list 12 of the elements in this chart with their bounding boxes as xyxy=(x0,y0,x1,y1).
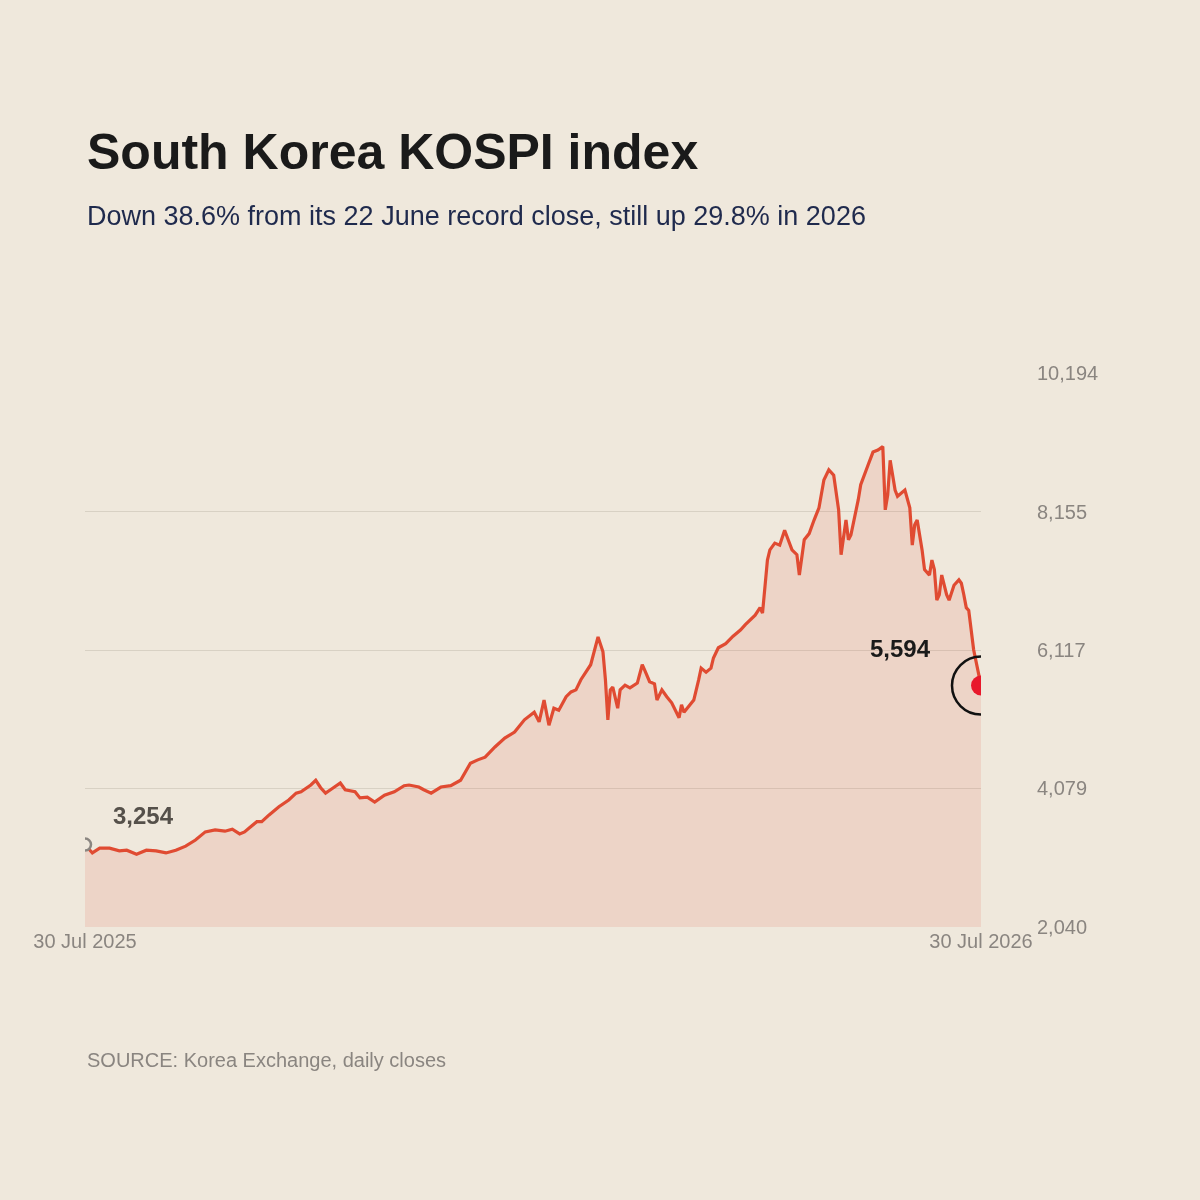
x-tick-label: 30 Jul 2026 xyxy=(929,930,1033,952)
y-tick-label: 6,117 xyxy=(1037,639,1086,661)
source-note: SOURCE: Korea Exchange, daily closes xyxy=(87,1049,447,1071)
y-tick-label: 2,040 xyxy=(1037,916,1088,938)
annotation: 3,254 xyxy=(113,802,174,829)
chart-title: South Korea KOSPI index xyxy=(87,124,699,180)
annotation: 5,594 xyxy=(870,635,931,662)
y-tick-label: 10,194 xyxy=(1037,362,1099,384)
x-tick-label: 30 Jul 2025 xyxy=(33,930,137,952)
y-tick-label: 8,155 xyxy=(1037,500,1088,523)
chart-subtitle: Down 38.6% from its 22 June record close, still up 29.8% in 2026 xyxy=(87,201,866,231)
y-tick-label: 4,079 xyxy=(1037,777,1088,800)
